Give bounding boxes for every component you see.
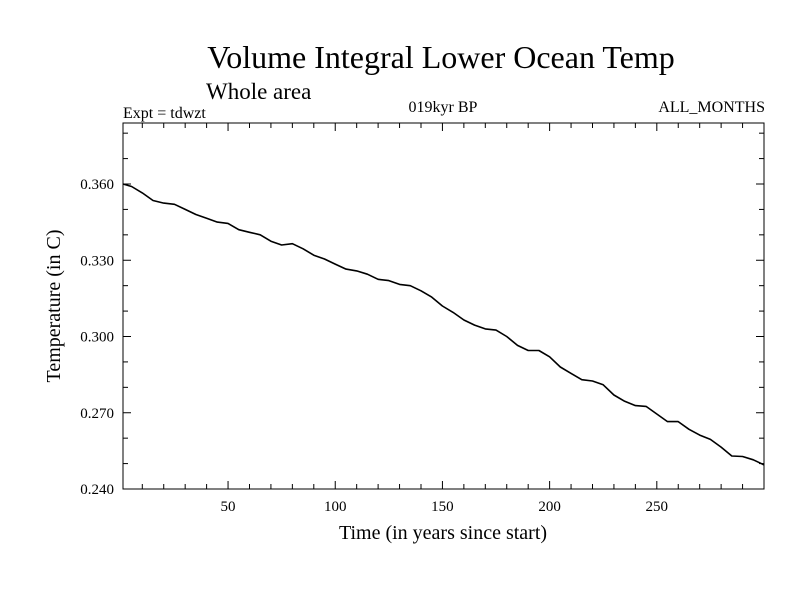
x-axis-ticks (141, 123, 765, 489)
y-tick-label: 0.300 (80, 330, 114, 346)
x-axis-tick-labels: 50 100 150 200 250 (221, 499, 669, 515)
y-axis-ticks (123, 132, 764, 490)
y-tick-label: 0.270 (80, 406, 114, 422)
x-tick-label: 50 (221, 499, 236, 515)
y-axis-label: Temperature (in C) (43, 230, 65, 383)
x-tick-label: 100 (324, 499, 347, 515)
plot-frame (122, 122, 765, 490)
x-tick-label: 150 (431, 499, 454, 515)
y-axis-tick-labels: 0.240 0.270 0.300 0.330 0.360 (80, 177, 114, 498)
period-label: 019kyr BP (409, 99, 478, 116)
months-label: ALL_MONTHS (658, 99, 765, 116)
chart-title: Volume Integral Lower Ocean Temp (207, 39, 675, 75)
x-tick-label: 200 (538, 499, 561, 515)
y-tick-label: 0.360 (80, 177, 114, 193)
y-tick-label: 0.330 (80, 253, 114, 269)
x-axis-label: Time (in years since start) (339, 522, 547, 544)
experiment-label: Expt = tdwzt (123, 105, 206, 122)
chart-subtitle: Whole area (206, 79, 311, 104)
temperature-series-line (122, 183, 765, 466)
x-tick-label: 250 (646, 499, 669, 515)
y-tick-label: 0.240 (80, 482, 114, 498)
